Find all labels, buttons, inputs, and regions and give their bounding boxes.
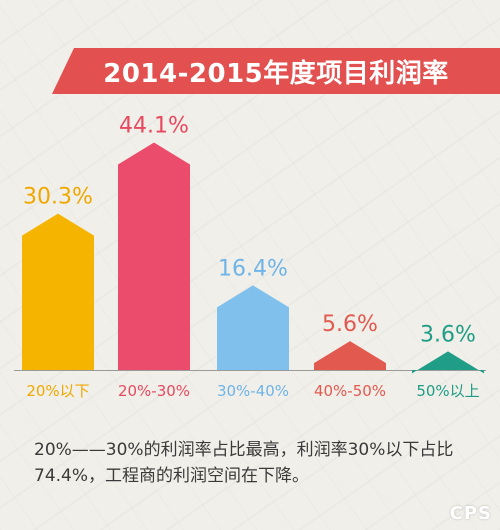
bar-value-label: 3.6% [420,322,476,347]
bar-3 [217,285,289,370]
title-banner-shape [52,48,500,94]
bar-value-label: 5.6% [322,312,378,337]
category-label: 20%以下 [26,382,89,400]
bar-value-label: 30.3% [23,185,93,210]
watermark-logo: CPS [449,503,492,524]
category-label: 40%-50% [314,382,386,400]
category-label: 30%-40% [217,382,289,400]
title-banner: 2014-2015年度项目利润率 [52,48,500,94]
category-label: 20%-30% [118,382,190,400]
category-label: 50%以上 [416,382,479,400]
bar-5 [412,351,484,374]
page-title: 2014-2015年度项目利润率 [103,58,449,89]
bar-2 [118,142,190,370]
bar-value-label: 44.1% [119,113,189,138]
bar-4 [314,341,386,370]
chart-caption: 20%——30%的利润率占比最高，利润率30%以下占比74.4%，工程商的利润空… [34,440,454,486]
bar-value-label: 16.4% [218,256,288,281]
bar-1 [22,213,94,370]
